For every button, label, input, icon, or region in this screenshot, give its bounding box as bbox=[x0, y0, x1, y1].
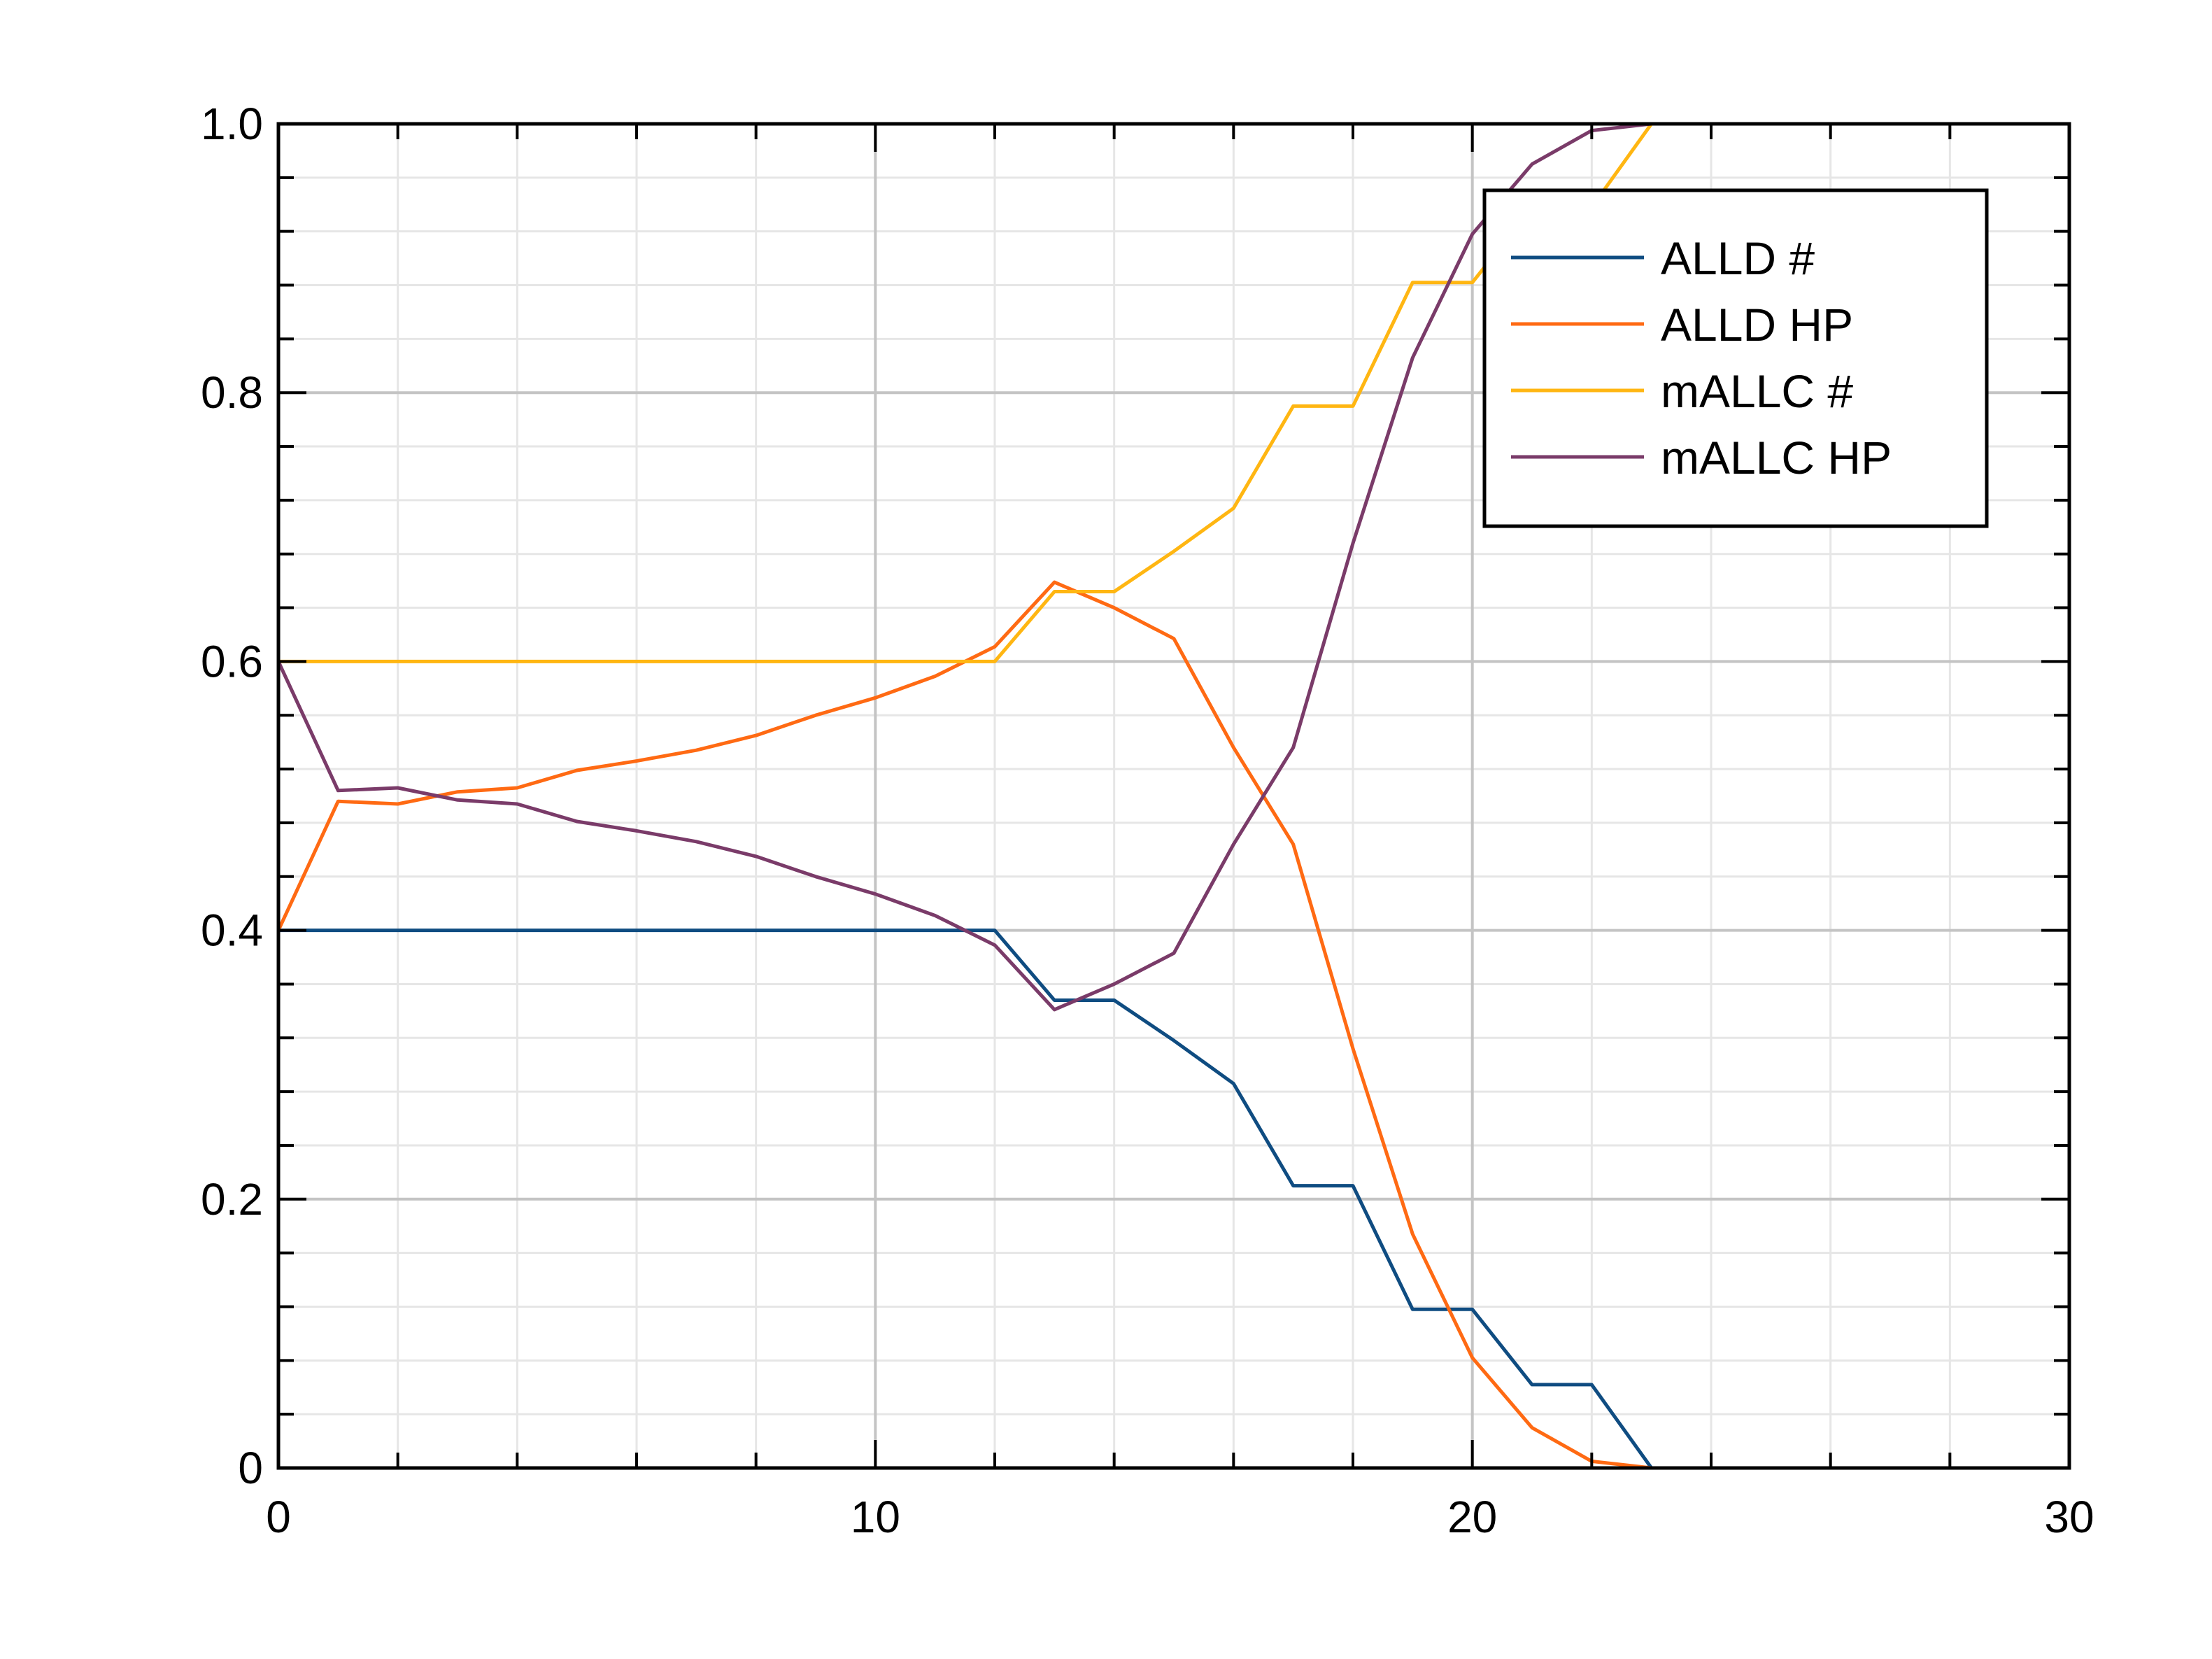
legend-label-alld-hp: ALLD HP bbox=[1661, 299, 1853, 351]
legend-label-alld-count: ALLD # bbox=[1661, 232, 1815, 284]
legend: ALLD # ALLD HP mALLC # mALLC HP bbox=[1482, 188, 1989, 528]
axis-tick-labels: 0 10 20 30 0 0.2 0.4 0.6 0.8 1.0 bbox=[201, 99, 2094, 1542]
x-tick-label: 20 bbox=[1447, 1492, 1497, 1542]
y-tick-label: 0 bbox=[238, 1443, 263, 1493]
y-tick-label: 1.0 bbox=[201, 99, 263, 149]
y-tick-label: 0.4 bbox=[201, 905, 263, 956]
y-tick-label: 0.8 bbox=[201, 367, 263, 418]
x-tick-label: 0 bbox=[266, 1492, 291, 1542]
y-tick-label: 0.2 bbox=[201, 1174, 263, 1224]
legend-label-mallc-hp: mALLC HP bbox=[1661, 432, 1892, 483]
x-tick-label: 10 bbox=[851, 1492, 900, 1542]
axis-ticks bbox=[277, 122, 2071, 1469]
x-tick-label: 30 bbox=[2044, 1492, 2094, 1542]
legend-label-mallc-count: mALLC # bbox=[1661, 365, 1853, 417]
legend-box bbox=[1482, 188, 1989, 528]
plot-frame bbox=[276, 122, 2071, 1470]
y-tick-label: 0.6 bbox=[201, 636, 263, 686]
